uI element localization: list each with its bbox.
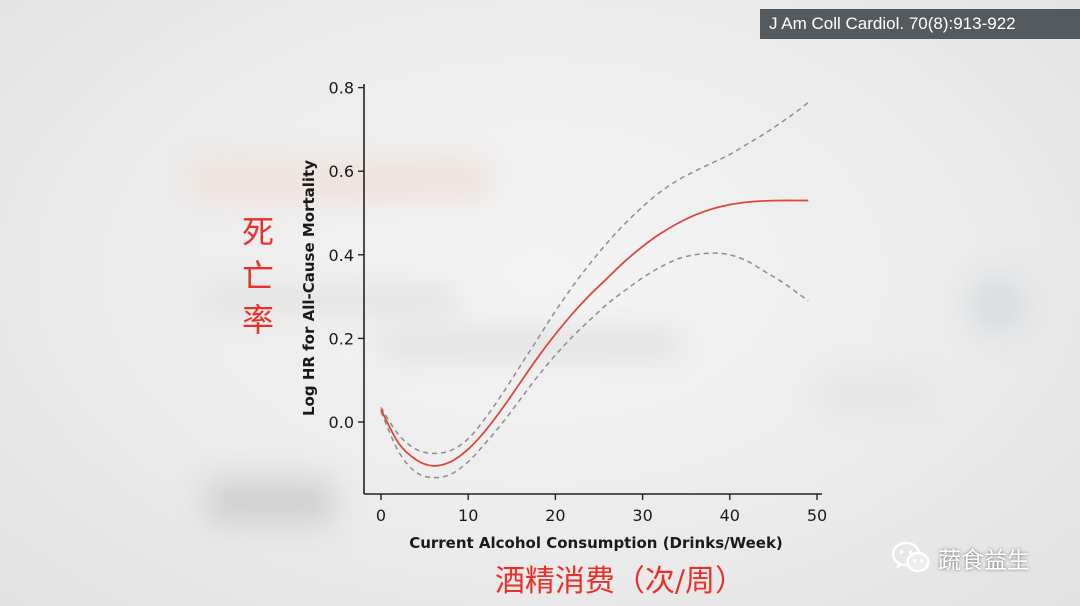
chart-series-layer <box>380 101 809 479</box>
background-blur-block <box>968 275 1028 335</box>
y-tick-label: 0.4 <box>329 246 354 265</box>
background-blur-block <box>190 160 490 200</box>
wechat-icon <box>891 541 930 573</box>
chart-axes: 0.0 0.2 0.4 0.6 0.8 0 10 20 30 40 50 <box>329 79 828 525</box>
watermark: 蔬食益生 <box>890 538 1030 578</box>
x-tick-label: 30 <box>632 506 652 525</box>
background-blur-block <box>380 330 680 358</box>
x-tick-label: 50 <box>807 506 827 525</box>
y-axis-title: Log HR for All-Cause Mortality <box>300 160 318 416</box>
background-blur-block <box>205 478 335 526</box>
x-tick-label: 0 <box>376 506 386 525</box>
background-blur-block <box>200 285 460 315</box>
citation-label: J Am Coll Cardiol. 70(8):913-922 <box>760 9 1080 39</box>
x-tick-label: 40 <box>720 506 740 525</box>
y-tick-label: 0.0 <box>329 413 354 432</box>
x-tick-label: 10 <box>458 506 478 525</box>
x-tick-label: 20 <box>545 506 565 525</box>
y-tick-label: 0.2 <box>329 329 354 348</box>
series-line-lower-ci <box>380 252 809 479</box>
y-tick-label: 0.8 <box>329 79 354 98</box>
series-line-upper-ci <box>380 101 809 455</box>
x-axis-title: Current Alcohol Consumption (Drinks/Week… <box>409 534 783 552</box>
alcohol-consumption-annotation: 酒精消费（次/周） <box>494 564 746 599</box>
background-blur-block <box>820 375 930 415</box>
series-line-estimate <box>380 199 809 467</box>
watermark-text: 蔬食益生 <box>938 548 1030 574</box>
y-tick-label: 0.6 <box>329 162 354 181</box>
mortality-annotation: 死亡率 <box>241 213 274 339</box>
